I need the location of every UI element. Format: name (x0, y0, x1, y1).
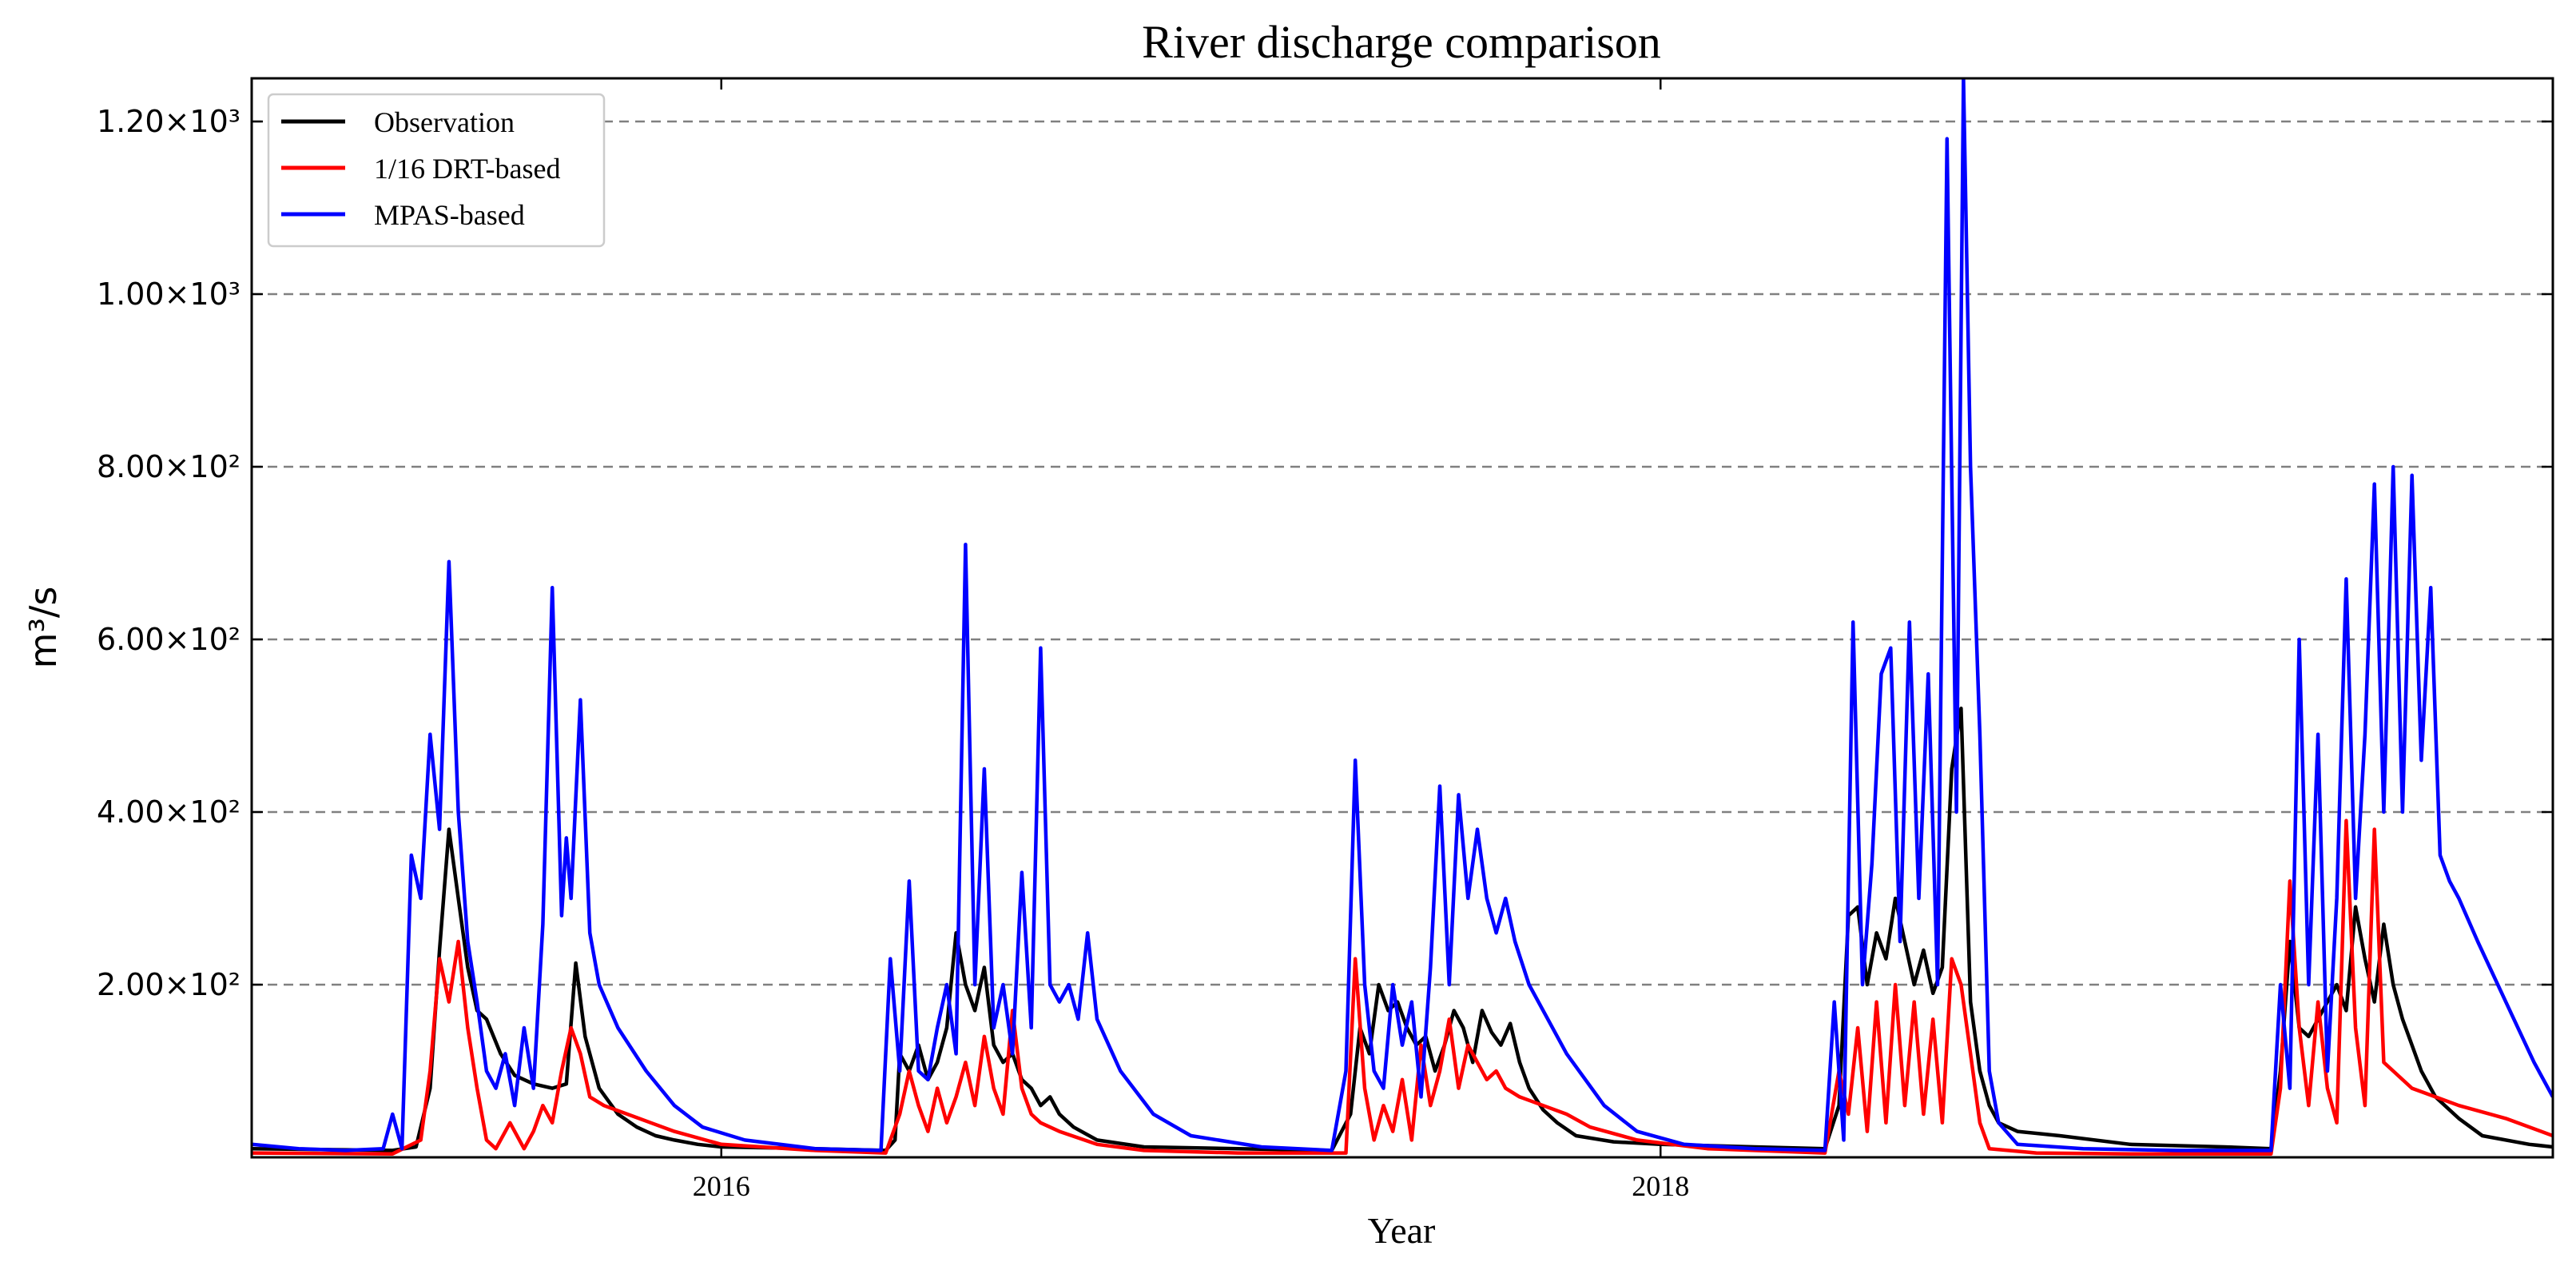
series-line-2 (252, 818, 2553, 1156)
y-tick-label: 6.00×10² (97, 622, 241, 657)
legend-label: Observation (374, 106, 515, 138)
y-tick-label: 8.00×10² (97, 449, 241, 484)
x-tick-label: 2016 (693, 1170, 750, 1202)
plot-frame (250, 77, 2554, 1159)
series-layer (252, 78, 2553, 1156)
series-line-3 (252, 78, 2553, 1153)
legend: Observation 1/16 DRT-based MPAS-based (267, 93, 606, 248)
axes (250, 77, 2554, 1159)
legend-box (267, 93, 606, 248)
y-tick-label: 4.00×10² (97, 794, 241, 830)
y-tick-label: 2.00×10² (97, 967, 241, 1002)
ticks: 2.00×10² 4.00×10² 6.00×10² 8.00×10² 1.00×10³… (97, 78, 2553, 1202)
legend-label: 1/16 DRT-based (374, 153, 561, 185)
y-tick-label: 1.00×10³ (97, 277, 241, 312)
x-tick-label: 2018 (1632, 1170, 1689, 1202)
chart-title: River discharge comparison (1142, 16, 1661, 68)
grid-lines (252, 120, 2553, 986)
legend-label: MPAS-based (374, 199, 525, 231)
x-axis-label: Year (1368, 1210, 1436, 1251)
y-tick-label: 1.20×10³ (97, 104, 241, 139)
y-axis-label: m³/s (22, 587, 65, 669)
